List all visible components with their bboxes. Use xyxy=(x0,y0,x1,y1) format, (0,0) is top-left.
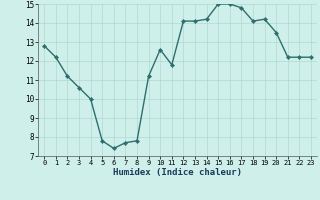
X-axis label: Humidex (Indice chaleur): Humidex (Indice chaleur) xyxy=(113,168,242,177)
